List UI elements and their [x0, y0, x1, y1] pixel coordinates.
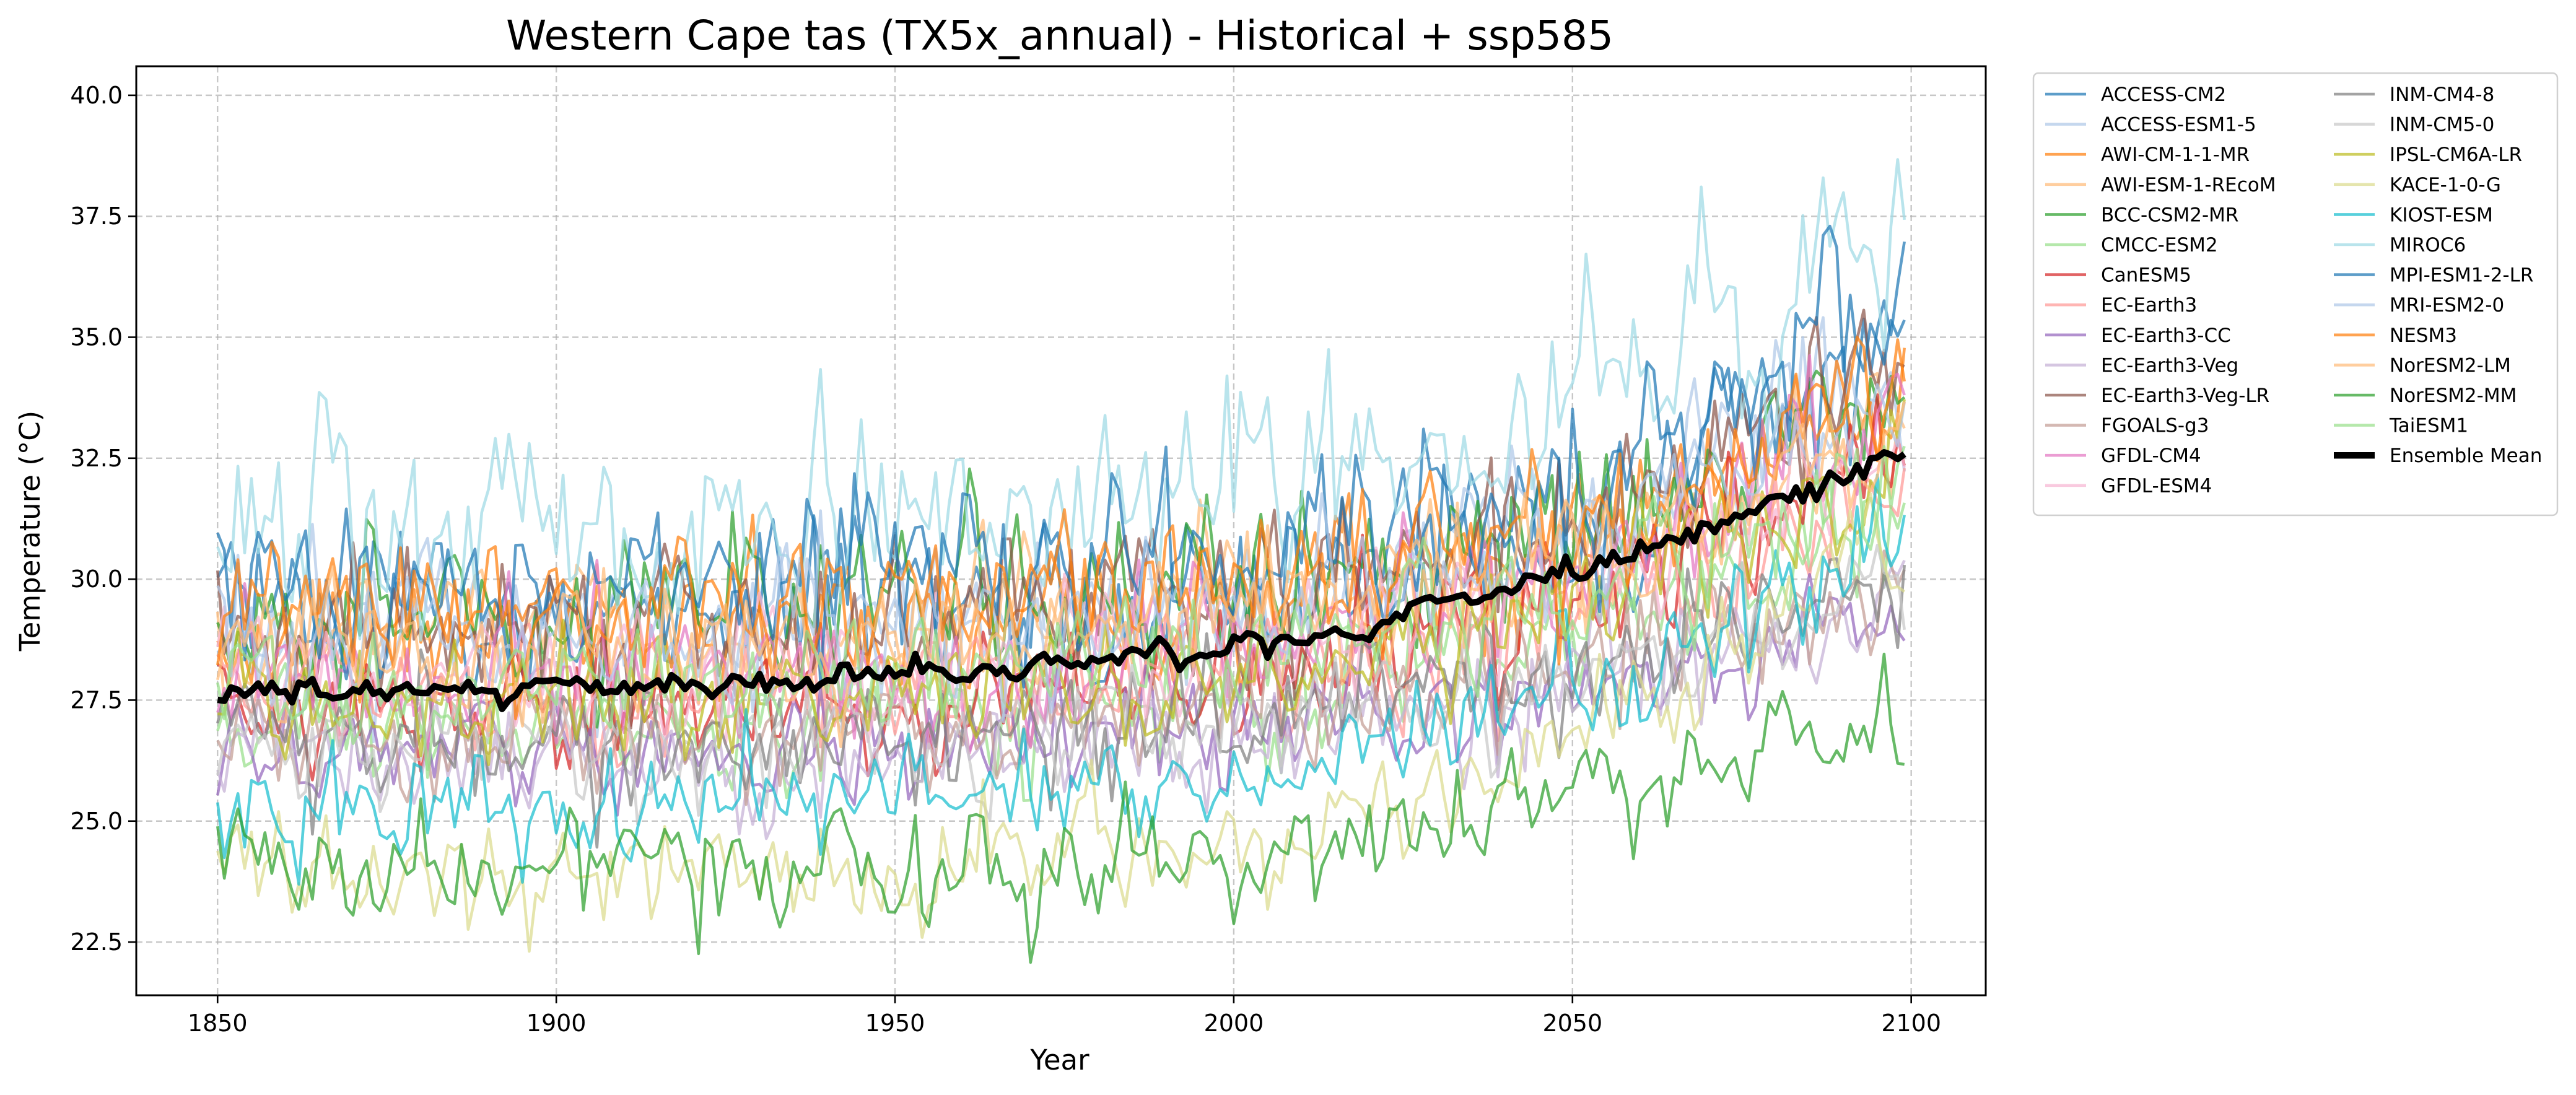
legend-label: CMCC-ESM2 [2101, 234, 2218, 256]
legend-label: EC-Earth3 [2101, 294, 2197, 316]
x-tick-label: 2000 [1204, 1010, 1264, 1037]
legend-label: MIROC6 [2390, 234, 2466, 256]
legend-label: GFDL-CM4 [2101, 445, 2201, 467]
legend-label: GFDL-ESM4 [2101, 475, 2212, 497]
y-tick-label: 22.5 [70, 928, 123, 956]
series-line [216, 158, 1906, 642]
legend-label: INM-CM5-0 [2390, 114, 2494, 136]
series-line [216, 473, 1906, 886]
y-tick-label: 30.0 [70, 565, 123, 593]
y-tick-label: 35.0 [70, 324, 123, 351]
legend-label: EC-Earth3-Veg [2101, 354, 2238, 377]
y-tick-label: 32.5 [70, 445, 123, 472]
legend-label: MRI-ESM2-0 [2390, 294, 2504, 316]
y-tick-label: 40.0 [70, 82, 123, 109]
y-tick-label: 25.0 [70, 808, 123, 835]
series-line [216, 224, 1906, 689]
series-line [216, 336, 1906, 720]
legend-label: NorESM2-MM [2390, 385, 2517, 407]
legend-label: ACCESS-CM2 [2101, 84, 2226, 106]
legend: ACCESS-CM2 ACCESS-ESM1-5 AWI-CM-1-1-MR AWI-… [2032, 72, 2559, 517]
y-tick-label: 37.5 [70, 203, 123, 230]
x-tick-label: 1950 [865, 1010, 925, 1037]
series-line [216, 445, 1906, 779]
ensemble-mean-line [217, 449, 1906, 712]
legend-label: NESM3 [2390, 325, 2457, 347]
x-tick-label: 2100 [1881, 1010, 1941, 1037]
legend-label: INM-CM4-8 [2390, 84, 2494, 106]
axis-ticks: 1850 1900 1950 2000 2050 2100 22.5 25.0 27.5 30.0… [70, 82, 1941, 1037]
legend-label: KACE-1-0-G [2390, 174, 2501, 196]
legend-label: IPSL-CM6A-LR [2390, 144, 2522, 166]
x-axis-label: Year [1029, 1044, 1089, 1076]
series-line [216, 557, 1906, 849]
x-tick-label: 2050 [1542, 1010, 1602, 1037]
legend-label: CanESM5 [2101, 264, 2191, 287]
legend-label: TaiESM1 [2389, 415, 2468, 437]
series-line [216, 401, 1906, 749]
series-line [216, 543, 1906, 826]
series-lines [216, 158, 1906, 964]
legend-label: AWI-CM-1-1-MR [2101, 144, 2250, 166]
legend-label: KIOST-ESM [2390, 204, 2493, 226]
series-line [216, 652, 1905, 964]
x-tick-label: 1900 [526, 1010, 587, 1037]
legend-items: ACCESS-CM2 ACCESS-ESM1-5 AWI-CM-1-1-MR AWI-… [2045, 84, 2542, 497]
legend-label: EC-Earth3-Veg-LR [2101, 385, 2269, 407]
legend-frame [2032, 72, 2559, 517]
chart-title: Western Cape tas (TX5x_annual) - Histori… [506, 12, 1613, 59]
legend-label: MPI-ESM1-2-LR [2390, 264, 2533, 287]
legend-label: EC-Earth3-CC [2101, 325, 2231, 347]
legend-label: Ensemble Mean [2390, 445, 2542, 467]
legend-label: AWI-ESM-1-REcoM [2101, 174, 2276, 196]
legend-label: FGOALS-g3 [2101, 415, 2209, 437]
x-tick-label: 1850 [188, 1010, 248, 1037]
y-tick-label: 27.5 [70, 686, 123, 713]
legend-label: NorESM2-LM [2390, 354, 2511, 377]
plot-frame [135, 65, 1987, 997]
y-axis-label: Temperature (°C) [14, 411, 46, 652]
legend-label: ACCESS-ESM1-5 [2101, 114, 2256, 136]
legend-label: BCC-CSM2-MR [2101, 204, 2238, 226]
